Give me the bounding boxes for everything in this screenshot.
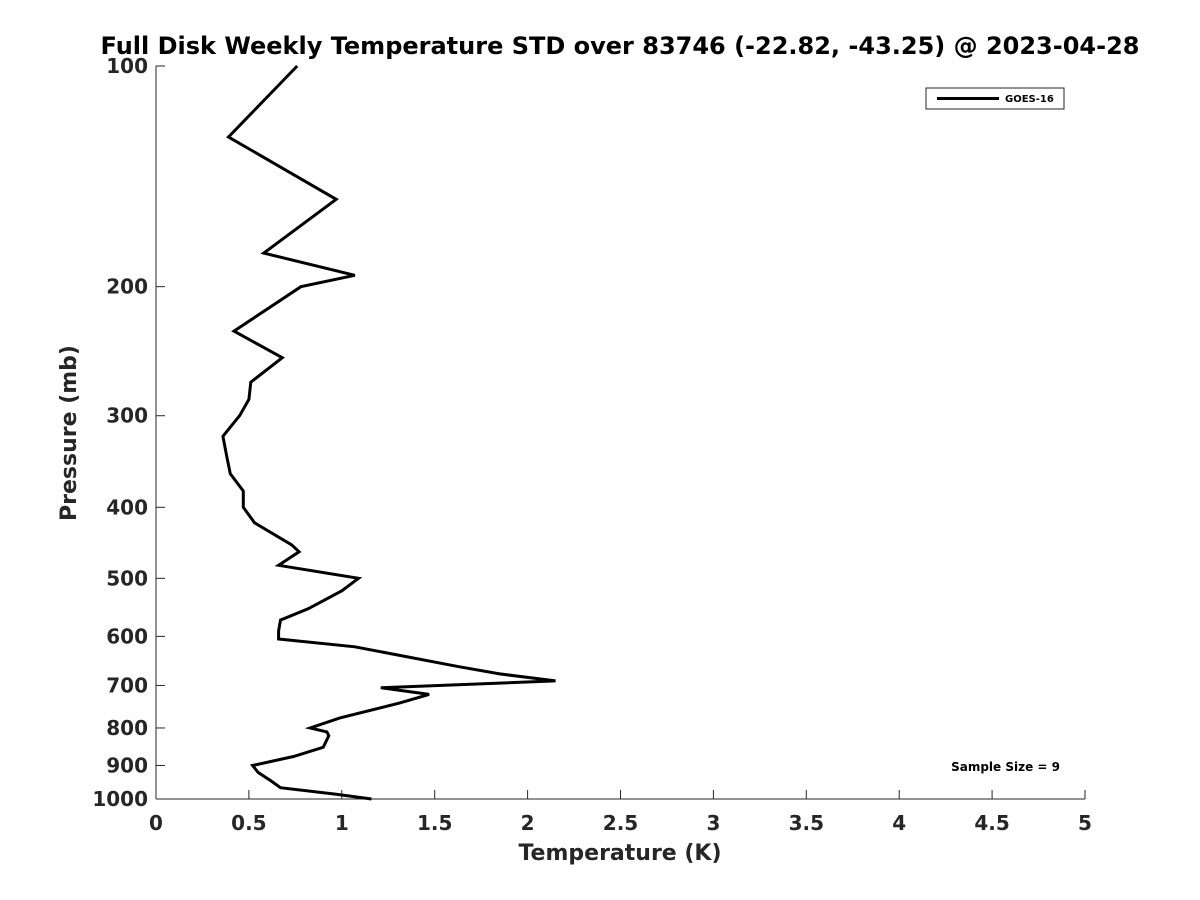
x-tick-label: 1: [335, 811, 349, 835]
legend: GOES-16: [925, 87, 1065, 110]
x-tick-label: 1.5: [417, 811, 452, 835]
series-line-goes-16: [221, 64, 556, 801]
sample-size-annotation: Sample Size = 9: [951, 760, 1060, 774]
y-tick-label: 400: [106, 495, 148, 519]
chart-title: Full Disk Weekly Temperature STD over 83…: [101, 32, 1140, 60]
x-tick-label: 3.5: [789, 811, 824, 835]
x-axis-label: Temperature (K): [518, 841, 721, 866]
x-tick-label: 4: [892, 811, 906, 835]
y-tick-label: 200: [106, 275, 148, 299]
y-tick-label: 800: [106, 716, 148, 740]
y-tick-label: 500: [106, 566, 148, 590]
plot-area: 0 0.5 1 1.5 2 2.5 3 3.5 4 4.5 5 100 200 300 400 500 600 7…: [92, 54, 1092, 835]
y-tick-label: 600: [106, 624, 148, 648]
y-tick-label: 100: [106, 54, 148, 78]
x-tick-label: 2: [521, 811, 535, 835]
x-tick-label: 5: [1078, 811, 1092, 835]
y-tick-label: 900: [106, 753, 148, 777]
y-tick-label: 1000: [92, 787, 148, 811]
x-tick-label: 0.5: [231, 811, 266, 835]
y-tick-label: 700: [106, 673, 148, 697]
y-tick-label: 300: [106, 404, 148, 428]
x-tick-label: 3: [706, 811, 720, 835]
x-tick-label: 0: [149, 811, 163, 835]
x-tick-label: 4.5: [974, 811, 1009, 835]
y-axis-label: Pressure (mb): [57, 345, 82, 521]
legend-label-goes-16: GOES-16: [1005, 94, 1054, 105]
x-tick-label: 2.5: [603, 811, 638, 835]
